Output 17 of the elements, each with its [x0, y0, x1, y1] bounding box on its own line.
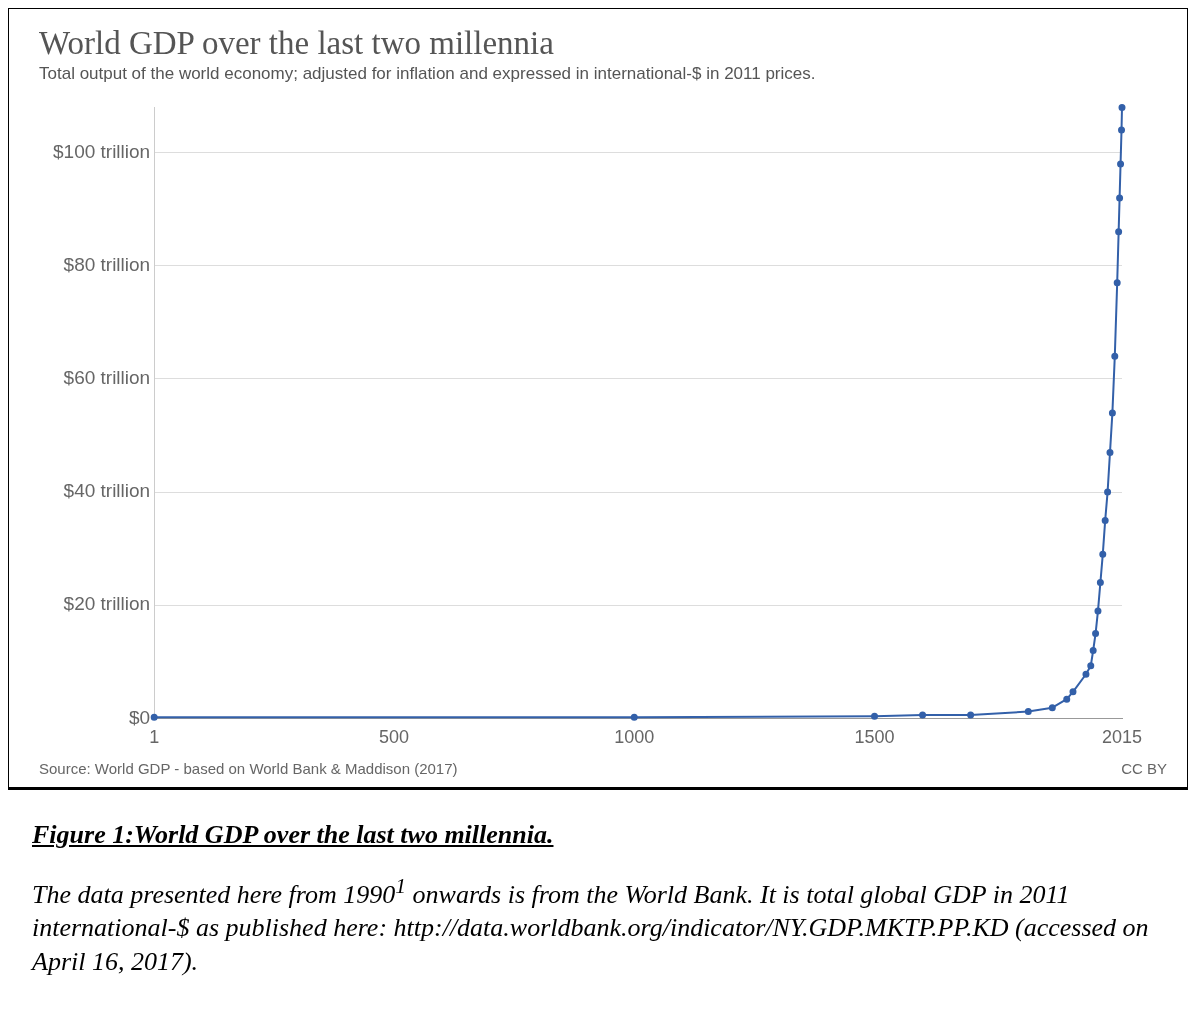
source-note: Source: World GDP - based on World Bank & Maddison (2017)	[39, 760, 458, 777]
y-tick-label: $40 trillion	[63, 480, 151, 502]
y-tick-label: $20 trillion	[63, 593, 151, 615]
x-tick-label: 1	[149, 727, 160, 748]
x-tick-label: 500	[378, 727, 409, 748]
x-tick-label: 1500	[854, 727, 895, 748]
caption: Figure 1:World GDP over the last two millennia.	[32, 820, 555, 850]
x-tick-label: 1000	[614, 727, 655, 748]
y-tick-label: $80 trillion	[63, 254, 151, 276]
text: The data presented here from 1990$^{1}$ onwards is from the World Bank. It is total global GDP in 2011 international-$ as published here: http://data.worldbank.org/indicator/NY.GDP.MKTP.PP.KD (accessed on April 16, 2017).	[32, 873, 1150, 979]
y-tick-label: $60 trillion	[63, 367, 151, 389]
text: CC BY	[1121, 760, 1167, 777]
chart-subtitle: Total output of the world economy; adjusted for inflation and expressed in international-$ in 2011 prices.	[39, 64, 817, 84]
x-tick-label: 2015	[1101, 727, 1143, 748]
y-tick-label: $100 trillion	[53, 140, 151, 162]
chart-title: World GDP over the last two millennia	[39, 25, 555, 62]
y-tick-label: $0	[129, 706, 151, 728]
